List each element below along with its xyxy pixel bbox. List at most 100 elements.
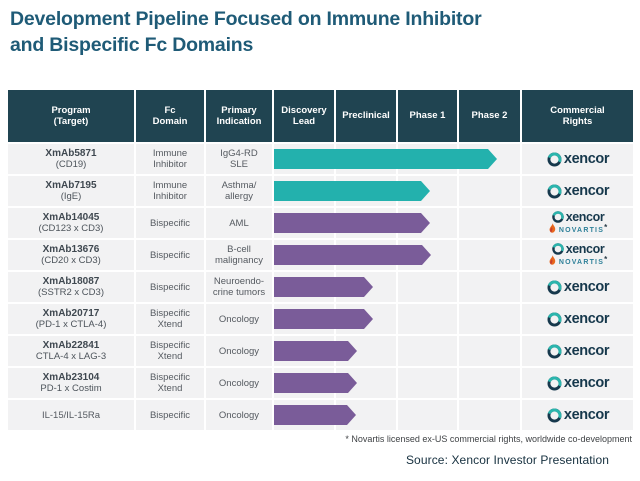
primary-indication-cell: Asthma/allergy xyxy=(206,176,272,206)
program-name: XmAb13676 xyxy=(42,244,100,255)
pipeline-row-xmab20717: XmAb20717 (PD-1 x CTLA-4) Bispecific Xtend O… xyxy=(8,304,633,334)
pipeline-row-xmab5871: XmAb5871 (CD19) Immune Inhibitor IgG4-RD SLE x… xyxy=(8,144,633,174)
novartis-asterisk: * xyxy=(604,255,608,264)
novartis-flame-icon xyxy=(549,223,556,233)
phase-progress-bar xyxy=(274,309,373,329)
stage-cell-phase-1 xyxy=(398,336,457,366)
primary-indication-cell: B-cell malignancy xyxy=(206,240,272,270)
program-target: (IgE) xyxy=(60,191,82,202)
fc-domain-line: Bispecific xyxy=(149,409,191,421)
page-title-line1: Development Pipeline Focused on Immune I… xyxy=(10,8,482,30)
indication-line: Neuroendo- xyxy=(213,276,265,287)
phase-progress-bar xyxy=(274,277,373,297)
stage-cell-phase-2 xyxy=(459,304,520,334)
column-header-primary-indication: Primary Indication xyxy=(206,90,272,142)
xencor-wordmark: xencor xyxy=(563,406,610,423)
program-name: XmAb20717 xyxy=(42,308,100,319)
pipeline-row-xmab18087: XmAb18087 (SSTR2 x CD3) Bispecific Neuroend… xyxy=(8,272,633,302)
program-target: PD-1 x Costim xyxy=(40,383,102,394)
table-body: XmAb5871 (CD19) Immune Inhibitor IgG4-RD SLE x… xyxy=(8,144,633,430)
primary-indication-cell: Oncology xyxy=(206,336,272,366)
xencor-logo: xencor xyxy=(551,242,605,256)
commercial-rights-cell: xencor xyxy=(522,272,633,302)
xencor-logo: xencor xyxy=(546,183,609,200)
fc-domain-cell: Bispecific xyxy=(136,240,204,270)
table-header-row: Program (Target) Fc Domain Primary Indication… xyxy=(8,90,633,142)
program-cell: XmAb23104 PD-1 x Costim xyxy=(8,368,134,398)
program-target: (SSTR2 x CD3) xyxy=(38,287,104,298)
column-header-label: Primary xyxy=(221,104,257,116)
xencor-icon xyxy=(547,376,562,390)
commercial-rights-cell: xencor xyxy=(522,368,633,398)
xencor-wordmark: xencor xyxy=(565,241,605,256)
primary-indication-cell: Oncology xyxy=(206,368,272,398)
indication-line: malignancy xyxy=(214,255,264,266)
program-name: XmAb23104 xyxy=(42,372,100,383)
column-header-phase-2: Phase 2 xyxy=(459,90,520,142)
fc-domain-cell: Bispecific Xtend xyxy=(136,336,204,366)
primary-indication-cell: AML xyxy=(206,208,272,238)
column-header-label: (Target) xyxy=(53,116,89,127)
phase-progress-bar xyxy=(274,245,431,265)
fc-domain-cell: Immune Inhibitor xyxy=(136,144,204,174)
phase-progress-bar xyxy=(274,149,497,169)
column-header-phase-1: Phase 1 xyxy=(398,90,457,142)
stage-cell-phase-2 xyxy=(459,272,520,302)
xencor-icon xyxy=(547,312,562,326)
column-header-label: Fc xyxy=(164,104,176,116)
fc-domain-cell: Bispecific xyxy=(136,208,204,238)
fc-domain-line: Xtend xyxy=(157,351,183,362)
phase-progress-bar xyxy=(274,405,356,425)
phase-progress-bar xyxy=(274,373,357,393)
indication-line: Oncology xyxy=(218,377,260,389)
indication-line: Oncology xyxy=(218,345,260,357)
xencor-icon xyxy=(547,184,562,198)
column-header-label: Phase 2 xyxy=(471,110,508,122)
xencor-logo: xencor xyxy=(546,407,609,424)
fc-domain-line: Bispecific xyxy=(149,281,191,293)
page-title-line2: and Bispecific Fc Domains xyxy=(10,34,254,56)
xencor-wordmark: xencor xyxy=(563,182,610,199)
column-header-label: Discovery xyxy=(281,104,327,116)
novartis-flame-icon xyxy=(549,255,556,265)
indication-line: AML xyxy=(229,217,249,229)
column-header-label: Domain xyxy=(152,116,188,127)
phase-progress-bar xyxy=(274,213,430,233)
indication-line: Oncology xyxy=(218,313,260,325)
primary-indication-cell: Oncology xyxy=(206,304,272,334)
fc-domain-line: Bispecific xyxy=(149,308,191,319)
program-cell: XmAb22841 CTLA-4 x LAG-3 xyxy=(8,336,134,366)
stage-cell-phase-1 xyxy=(398,400,457,430)
commercial-rights-cell: xencor xyxy=(522,400,633,430)
xencor-icon xyxy=(551,243,564,255)
program-cell: XmAb14045 (CD123 x CD3) xyxy=(8,208,134,238)
fc-domain-cell: Bispecific Xtend xyxy=(136,368,204,398)
phase-progress-bar xyxy=(274,181,430,201)
commercial-rights-cell: xencor NOVARTIS * xyxy=(522,240,633,270)
program-name: XmAb7195 xyxy=(45,180,97,191)
xencor-icon xyxy=(547,280,562,294)
program-cell: XmAb18087 (SSTR2 x CD3) xyxy=(8,272,134,302)
pipeline-row-xmab13676: XmAb13676 (CD20 x CD3) Bispecific B-cell mal… xyxy=(8,240,633,270)
pipeline-row-xmab14045: XmAb14045 (CD123 x CD3) Bispecific AML xenco… xyxy=(8,208,633,238)
primary-indication-cell: IgG4-RD SLE xyxy=(206,144,272,174)
xencor-icon xyxy=(547,152,562,166)
fc-domain-line: Bispecific xyxy=(149,217,191,229)
page-title: Development Pipeline Focused on Immune I… xyxy=(10,6,482,58)
program-cell: XmAb5871 (CD19) xyxy=(8,144,134,174)
novartis-footnote: * Novartis licensed ex-US commercial rig… xyxy=(345,434,632,444)
novartis-wordmark: NOVARTIS xyxy=(558,227,605,234)
fc-domain-line: Immune xyxy=(152,180,188,191)
program-cell: IL-15/IL-15Ra xyxy=(8,400,134,430)
pipeline-row-xmab22841: XmAb22841 CTLA-4 x LAG-3 Bispecific Xtend On… xyxy=(8,336,633,366)
primary-indication-cell: Neuroendo-crine tumors xyxy=(206,272,272,302)
commercial-rights-cell: xencor xyxy=(522,176,633,206)
stage-cell-phase-2 xyxy=(459,240,520,270)
column-header-label: Rights xyxy=(562,116,593,127)
commercial-rights-cell: xencor xyxy=(522,304,633,334)
program-cell: XmAb13676 (CD20 x CD3) xyxy=(8,240,134,270)
stage-cell-phase-1 xyxy=(398,304,457,334)
stage-cell-phase-2 xyxy=(459,336,520,366)
commercial-rights-cell: xencor NOVARTIS * xyxy=(522,208,633,238)
primary-indication-cell: Oncology xyxy=(206,400,272,430)
